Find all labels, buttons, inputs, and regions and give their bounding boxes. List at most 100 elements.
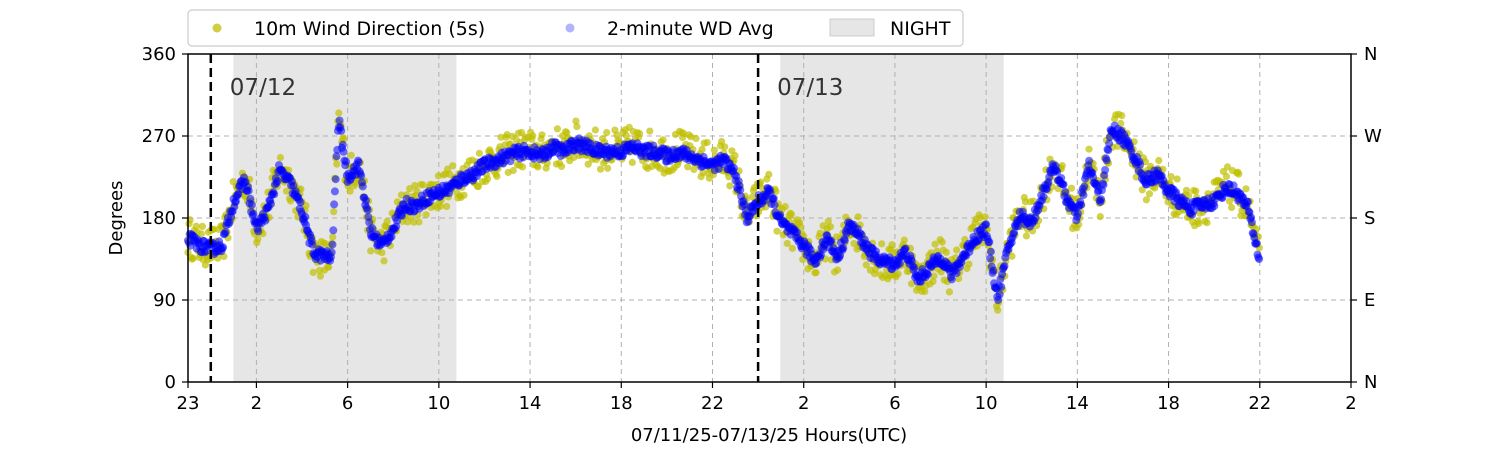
wd-avg-point	[1189, 206, 1198, 215]
wd-avg-point	[770, 200, 779, 209]
wind-5s-point	[1242, 185, 1250, 193]
y-tick-label-1: 90	[153, 290, 176, 311]
wind-5s-point	[346, 187, 354, 195]
wd-avg-point	[1010, 228, 1019, 237]
wd-avg-point	[328, 240, 337, 249]
wind-5s-point	[276, 154, 284, 162]
wind-5s-point	[1096, 213, 1104, 221]
wd-avg-point	[362, 196, 370, 205]
wind-5s-point	[1228, 203, 1236, 212]
day-marker-layer: 07/12 07/13	[209, 54, 843, 382]
wind-5s-point	[921, 287, 929, 296]
night-shading-layer	[233, 54, 1004, 382]
wind-5s-point	[335, 109, 343, 117]
wd-avg-point	[308, 240, 317, 249]
wind-5s-point	[699, 169, 707, 177]
wind-5s-point	[604, 164, 612, 172]
x-tick-label-10: 14	[1066, 393, 1089, 414]
wind-5s-point	[942, 248, 950, 256]
wind-5s-point	[572, 117, 580, 125]
wind-5s-point	[907, 280, 916, 288]
wind-5s-point	[603, 129, 611, 137]
wd-avg-point	[1085, 156, 1094, 165]
wind-5s-point	[325, 263, 333, 271]
wind-5s-point	[965, 260, 973, 268]
wd-avg-point	[1099, 181, 1108, 189]
wind-5s-point	[553, 125, 562, 133]
wd-avg-point	[254, 227, 263, 236]
wind-5s-point	[1145, 190, 1154, 198]
wd-avg-point	[246, 194, 255, 203]
legend-label-wind-5s: 10m Wind Direction (5s)	[254, 18, 485, 40]
wd-avg-point	[1061, 187, 1070, 196]
wind-5s-point	[692, 134, 700, 142]
wind-5s-point	[816, 229, 824, 237]
wd-avg-point	[249, 209, 258, 218]
wind-5s-point	[378, 249, 386, 257]
wd-avg-point	[342, 157, 350, 166]
wind-5s-point	[698, 145, 706, 153]
x-tick-label-6: 22	[701, 393, 724, 414]
wind-5s-point	[449, 162, 457, 170]
wd-avg-point	[329, 226, 338, 235]
wd-avg-point	[1059, 180, 1068, 189]
wd-avg-point	[1080, 182, 1089, 191]
wind-5s-point	[622, 131, 630, 139]
wind-5s-point	[557, 162, 566, 170]
wd-avg-point	[901, 244, 910, 253]
wd-avg-point	[335, 116, 344, 125]
wd-avg-point	[1097, 195, 1106, 204]
wind-5s-point	[518, 163, 527, 171]
wd-avg-point	[986, 254, 995, 263]
wd-avg-point	[368, 224, 377, 233]
wind-5s-point	[347, 151, 355, 159]
wind-5s-point	[1192, 187, 1200, 195]
wd-avg-point	[1102, 156, 1111, 165]
wd-avg-point	[947, 275, 956, 284]
wd-avg-point	[1136, 160, 1145, 169]
wd-avg-point	[1243, 197, 1252, 206]
wind-5s-point	[436, 202, 444, 210]
wind-5s-point	[538, 131, 546, 139]
wd-avg-point	[840, 236, 849, 245]
x-tick-label-12: 22	[1248, 393, 1271, 414]
wind-5s-point	[1226, 197, 1234, 205]
wd-avg-point	[839, 244, 848, 253]
x-tick-label-8: 6	[889, 393, 900, 414]
wind-5s-point	[710, 146, 719, 154]
x-tick-label-1: 2	[251, 393, 262, 414]
wind-5s-point	[534, 163, 542, 171]
x-tick-label-11: 18	[1157, 393, 1180, 414]
legend-marker-wd-avg	[565, 23, 575, 33]
wind-5s-point	[635, 130, 644, 138]
wd-avg-point	[247, 200, 256, 209]
wind-5s-point	[826, 223, 835, 231]
wd-avg-point	[506, 157, 515, 166]
wind-5s-point	[254, 235, 262, 243]
wd-avg-point	[1077, 201, 1086, 210]
wind-5s-point	[383, 217, 391, 225]
wind-5s-point	[596, 165, 605, 173]
y-axis-label: Degrees	[106, 181, 127, 256]
wind-5s-point	[415, 218, 423, 226]
wind-5s-point	[1138, 186, 1146, 194]
wind-5s-point	[419, 181, 427, 189]
legend-label-night: NIGHT	[890, 18, 951, 40]
wind-5s-point	[1167, 173, 1175, 181]
y2-tick-label-2: S	[1364, 208, 1375, 229]
wd-avg-point	[354, 158, 363, 167]
wind-5s-point	[929, 277, 937, 285]
wind-5s-point	[333, 160, 341, 168]
wd-avg-point	[273, 177, 282, 185]
wind-5s-point	[411, 181, 419, 190]
wd-avg-point	[358, 182, 367, 191]
wind-5s-point	[475, 149, 483, 157]
y-tick-label-2: 180	[142, 208, 176, 229]
wind-5s-point	[703, 138, 711, 147]
wd-avg-point	[1031, 213, 1040, 222]
y2-tick-label-4: N	[1364, 44, 1377, 65]
wd-avg-point	[729, 164, 738, 172]
wd-avg-point	[995, 290, 1004, 299]
wd-avg-point	[1000, 262, 1009, 270]
